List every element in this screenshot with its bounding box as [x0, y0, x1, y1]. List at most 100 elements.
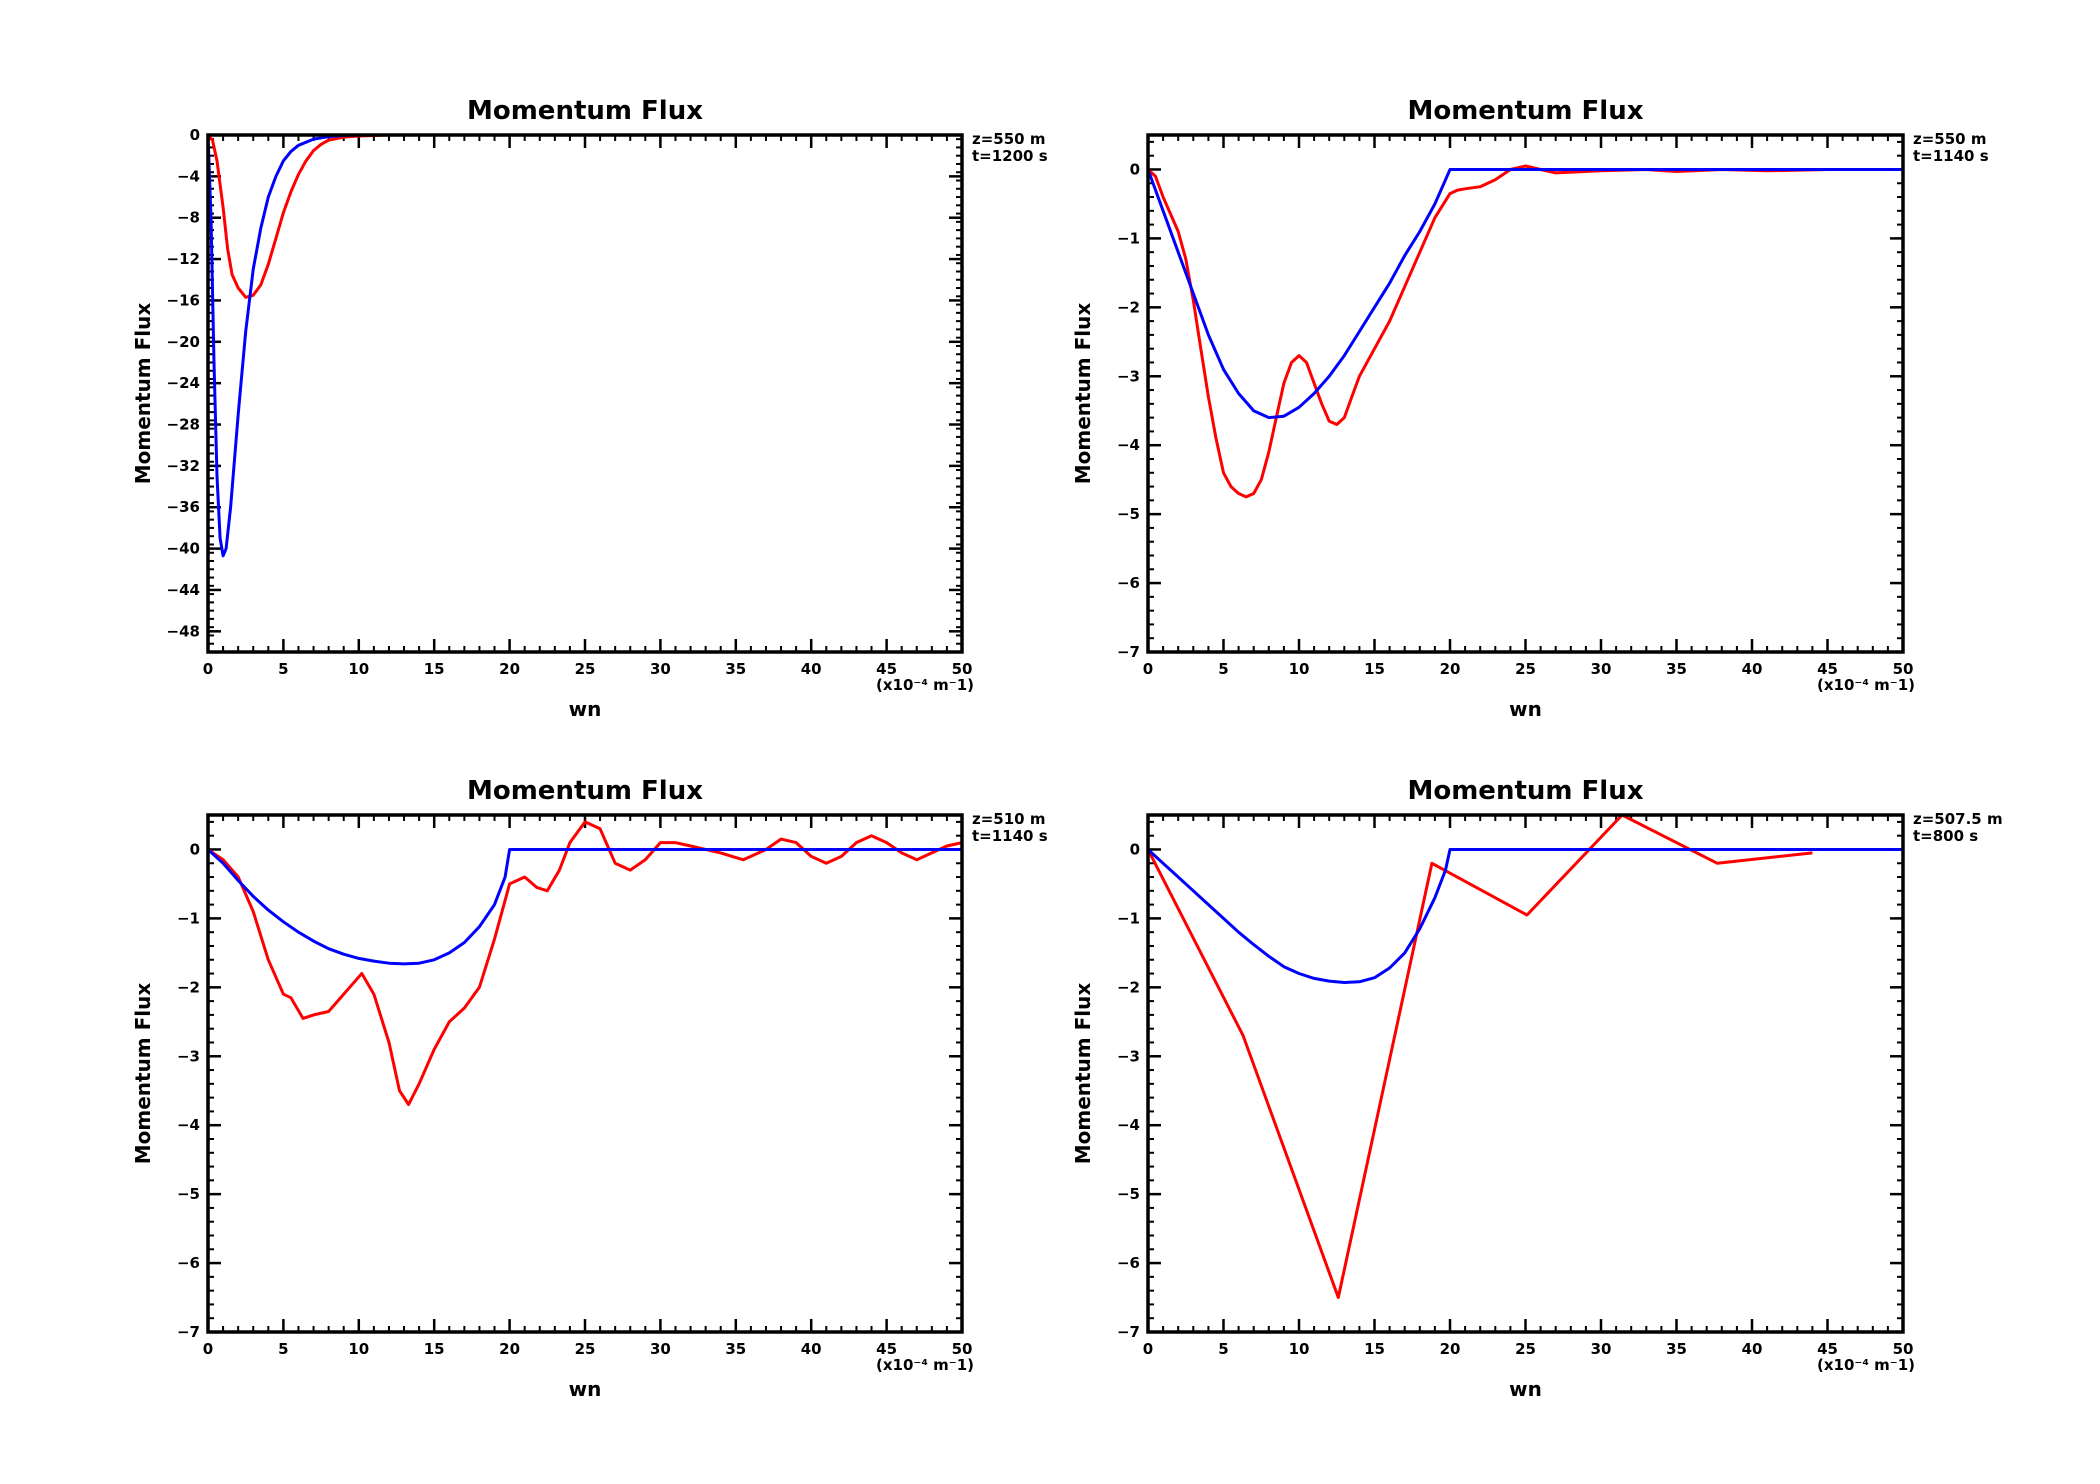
panel-1-y-tick-label: 0	[190, 126, 200, 144]
panel-4-y-axis-label: Momentum Flux	[1071, 983, 1095, 1165]
panel-3-y-tick-label: −6	[177, 1254, 200, 1272]
panel-1-y-tick-label: −44	[167, 581, 200, 599]
panel-1-x-tick-label: 20	[499, 660, 520, 678]
panel-4-x-tick-label: 10	[1289, 1340, 1310, 1358]
panel-4-x-axis-label: wn	[1509, 1377, 1542, 1401]
panel-1-x-tick-label: 25	[575, 660, 596, 678]
panel-2-x-tick-label: 0	[1143, 660, 1153, 678]
panel-1-y-tick-label: −32	[167, 457, 200, 475]
panel-3-title: Momentum Flux	[467, 776, 703, 806]
panel-4-y-tick-label: −1	[1117, 909, 1140, 927]
panel-1-plot-frame	[206, 133, 964, 654]
panel-2-annotation: t=1140 s	[1913, 147, 1989, 165]
panel-1-x-tick-label: 5	[278, 660, 288, 678]
panel-3-x-tick-label: 35	[725, 1340, 746, 1358]
panel-1-series-line-1	[206, 133, 962, 299]
panel-4-x-tick-label: 45	[1817, 1340, 1838, 1358]
panel-3-annotation: t=1140 s	[972, 827, 1048, 845]
panel-1-y-tick-label: −16	[167, 291, 200, 309]
panel-1-x-tick-label: 15	[424, 660, 445, 678]
panel-3-x-tick-label: 45	[876, 1340, 897, 1358]
panel-2-x-tick-label: 40	[1742, 660, 1763, 678]
panel-3-x-unit-note: (x10⁻⁴ m⁻1)	[876, 1356, 974, 1374]
panel-2-x-tick-label: 20	[1440, 660, 1461, 678]
panel-1-x-tick-label: 35	[725, 660, 746, 678]
panel-4-x-tick-label: 5	[1218, 1340, 1228, 1358]
panel-1-y-tick-label: −40	[167, 540, 200, 558]
panel-1-y-tick-label: −8	[177, 209, 200, 227]
panel-3-x-tick-label: 5	[278, 1340, 288, 1358]
panel-4-y-tick-label: 0	[1130, 840, 1140, 858]
panel-2-y-tick-label: −5	[1117, 505, 1140, 523]
panel-3-x-tick-label: 20	[499, 1340, 520, 1358]
panel-1-x-tick-label: 40	[801, 660, 822, 678]
panel-3-y-tick-label: 0	[190, 840, 200, 858]
panel-4-series-line-1	[1146, 813, 1813, 1299]
panel-1-annotation: t=1200 s	[972, 147, 1048, 165]
panel-4-annotation: t=800 s	[1913, 827, 1978, 845]
panel-1-y-tick-label: −20	[167, 333, 200, 351]
panel-2-x-tick-label: 25	[1515, 660, 1536, 678]
panel-3-x-tick-label: 30	[650, 1340, 671, 1358]
panel-3-y-tick-label: −4	[177, 1116, 200, 1134]
panel-2-series-line-2	[1146, 168, 1903, 420]
panel-4-y-tick-label: −2	[1117, 978, 1140, 996]
panel-2-annotation: z=550 m	[1913, 130, 1986, 148]
panel-4-title: Momentum Flux	[1407, 776, 1643, 806]
panel-1-y-tick-label: −28	[167, 416, 200, 434]
panel-4-x-tick-label: 30	[1591, 1340, 1612, 1358]
panel-3-series-line-2	[206, 848, 962, 966]
panel-3-y-axis-label: Momentum Flux	[131, 983, 155, 1165]
panel-1-x-tick-label: 10	[348, 660, 369, 678]
panel-2-y-tick-label: 0	[1130, 160, 1140, 178]
panel-2-series-line-1	[1146, 164, 1903, 499]
panel-3-plot-frame	[206, 813, 964, 1334]
panel-3-y-tick-label: −2	[177, 978, 200, 996]
panel-4-x-tick-label: 35	[1666, 1340, 1687, 1358]
panel-3-x-tick-label: 40	[801, 1340, 822, 1358]
panel-1-x-tick-label: 50	[952, 660, 973, 678]
panel-2-plot-frame	[1146, 133, 1905, 654]
panel-2-x-tick-label: 50	[1893, 660, 1914, 678]
panel-2-x-unit-note: (x10⁻⁴ m⁻1)	[1817, 676, 1915, 694]
panel-3-x-tick-label: 15	[424, 1340, 445, 1358]
panel-2-x-tick-label: 10	[1289, 660, 1310, 678]
panel-1-x-unit-note: (x10⁻⁴ m⁻1)	[876, 676, 974, 694]
panel-2-y-tick-label: −1	[1117, 229, 1140, 247]
panel-4-x-tick-label: 50	[1893, 1340, 1914, 1358]
panel-3-x-tick-label: 0	[203, 1340, 213, 1358]
panel-3-y-tick-label: −1	[177, 909, 200, 927]
panel-4-annotation: z=507.5 m	[1913, 810, 2003, 828]
panel-1-y-tick-label: −48	[167, 622, 200, 640]
panel-4-y-tick-label: −3	[1117, 1047, 1140, 1065]
panel-3-y-tick-label: −3	[177, 1047, 200, 1065]
panel-2-x-tick-label: 45	[1817, 660, 1838, 678]
panel-4-x-tick-label: 25	[1515, 1340, 1536, 1358]
panel-1-y-tick-label: −12	[167, 250, 200, 268]
panel-2-y-tick-label: −4	[1117, 436, 1140, 454]
panel-4-y-tick-label: −7	[1117, 1323, 1140, 1341]
panel-4-x-unit-note: (x10⁻⁴ m⁻1)	[1817, 1356, 1915, 1374]
panel-4-plot-frame	[1146, 813, 1905, 1334]
panel-3-y-tick-label: −5	[177, 1185, 200, 1203]
panel-1-annotation: z=550 m	[972, 130, 1045, 148]
panel-4-x-tick-label: 0	[1143, 1340, 1153, 1358]
panel-2-y-tick-label: −2	[1117, 298, 1140, 316]
panel-4-x-tick-label: 15	[1364, 1340, 1385, 1358]
panel-4-y-tick-label: −6	[1117, 1254, 1140, 1272]
panel-1-x-axis-label: wn	[569, 697, 602, 721]
panel-4-x-tick-label: 20	[1440, 1340, 1461, 1358]
panel-3-series-line-1	[207, 820, 963, 1106]
panel-1-y-tick-label: −24	[167, 374, 200, 392]
panel-3-x-axis-label: wn	[569, 1377, 602, 1401]
panel-1-series-line-2	[206, 133, 962, 558]
panel-4-y-tick-label: −5	[1117, 1185, 1140, 1203]
panel-2-y-tick-label: −6	[1117, 574, 1140, 592]
panel-3-annotation: z=510 m	[972, 810, 1045, 828]
panel-1-title: Momentum Flux	[467, 96, 703, 126]
panel-2-title: Momentum Flux	[1407, 96, 1643, 126]
panel-3-x-tick-label: 10	[348, 1340, 369, 1358]
panel-1-x-tick-label: 30	[650, 660, 671, 678]
panel-4-series-line-2	[1146, 848, 1903, 984]
